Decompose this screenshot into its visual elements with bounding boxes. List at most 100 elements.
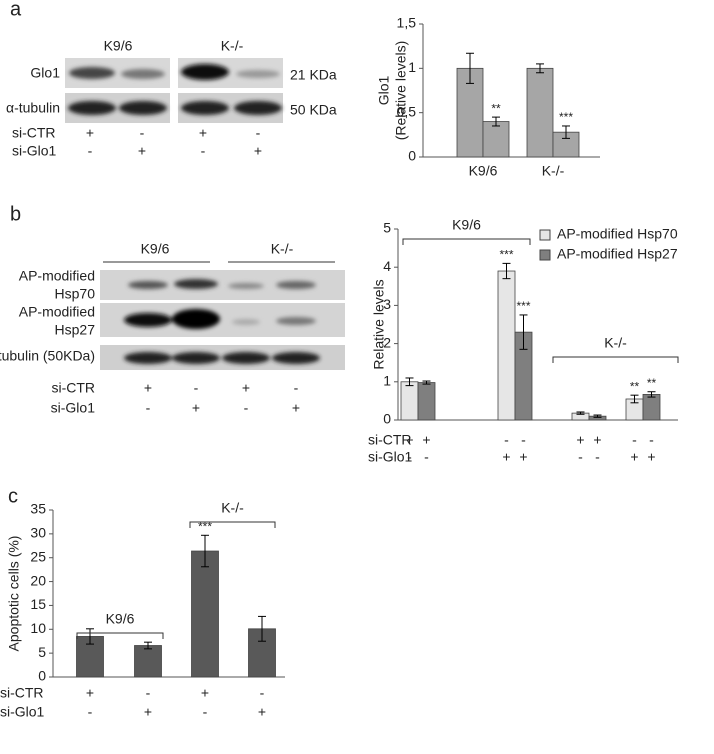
condition-sign: + <box>258 704 266 720</box>
bar <box>76 636 104 678</box>
condition-label: si-CTR <box>368 432 412 448</box>
condition-sign: - <box>194 380 199 396</box>
condition-sign: + <box>593 432 601 448</box>
bracket <box>76 632 164 639</box>
y-axis-label: Apoptotic cells (%) <box>6 536 22 652</box>
bar <box>191 550 219 678</box>
condition-sign: + <box>405 432 413 448</box>
condition-sign: + <box>86 685 94 701</box>
condition-sign: - <box>632 432 637 448</box>
row-label: Hsp27 <box>55 322 96 338</box>
condition-sign: - <box>88 704 93 720</box>
y-axis-label: Glo1 <box>376 76 392 106</box>
y-tick-label: 1,5 <box>397 15 417 31</box>
condition-label: si-Glo1 <box>368 449 413 465</box>
condition-sign: - <box>146 685 151 701</box>
condition-sign: - <box>260 685 265 701</box>
y-tick-label: 10 <box>30 620 46 636</box>
group-label: K-/- <box>271 241 294 257</box>
y-tick-label: 0 <box>408 148 416 164</box>
condition-sign: + <box>201 685 209 701</box>
condition-label: si-Glo1 <box>0 704 45 720</box>
condition-label: si-CTR <box>0 685 44 701</box>
group-label: K9/6 <box>452 217 481 233</box>
row-label: α-tubulin (50KDa) <box>0 348 95 364</box>
significance: *** <box>198 519 212 533</box>
condition-label: si-CTR <box>51 380 95 396</box>
significance: *** <box>559 110 573 124</box>
condition-sign: + <box>576 432 584 448</box>
legend-swatch <box>539 229 551 241</box>
condition-sign: + <box>519 449 527 465</box>
y-tick-label: 1 <box>408 59 416 75</box>
condition-sign: - <box>407 449 412 465</box>
significance: ** <box>630 379 640 393</box>
y-tick-label: 5 <box>38 644 46 660</box>
condition-sign: + <box>242 380 250 396</box>
panel-label: c <box>8 485 18 507</box>
condition-sign: - <box>504 432 509 448</box>
condition-sign: - <box>146 400 151 416</box>
condition-sign: + <box>144 704 152 720</box>
group-label: K-/- <box>604 335 627 351</box>
condition-sign: - <box>140 125 145 141</box>
significance: *** <box>516 299 530 313</box>
group-label: K9/6 <box>141 241 170 257</box>
condition-sign: - <box>201 143 206 159</box>
condition-sign: - <box>595 449 600 465</box>
condition-sign: - <box>424 449 429 465</box>
panel-label: b <box>10 203 21 225</box>
group-label: K-/- <box>221 38 244 54</box>
y-tick-label: 35 <box>30 501 46 517</box>
condition-sign: - <box>294 380 299 396</box>
y-axis-label: Relative levels <box>371 279 387 369</box>
condition-sign: - <box>88 143 93 159</box>
condition-sign: - <box>256 125 261 141</box>
bracket <box>402 238 531 245</box>
bar <box>497 270 516 421</box>
condition-sign: - <box>203 704 208 720</box>
size-label: 50 KDa <box>290 102 337 118</box>
condition-sign: + <box>647 449 655 465</box>
condition-sign: + <box>86 125 94 141</box>
condition-sign: + <box>630 449 638 465</box>
group-label: K-/- <box>221 500 244 516</box>
group-label: K9/6 <box>104 38 133 54</box>
y-tick-label: 20 <box>30 572 46 588</box>
panel-label: a <box>10 0 22 20</box>
y-tick-label: 5 <box>383 220 391 236</box>
y-tick-label: 2 <box>383 334 391 350</box>
group-label: K9/6 <box>106 611 135 627</box>
condition-label: si-Glo1 <box>12 143 57 159</box>
bar <box>642 394 661 421</box>
y-tick-label: 25 <box>30 548 46 564</box>
row-label: AP-modified <box>19 304 95 320</box>
y-axis-label: (Relative levels) <box>393 41 409 141</box>
y-tick-label: 1 <box>383 373 391 389</box>
condition-label: si-Glo1 <box>51 400 96 416</box>
y-tick-label: 0 <box>38 668 46 684</box>
condition-sign: - <box>521 432 526 448</box>
y-tick-label: 4 <box>383 258 391 274</box>
bar <box>417 382 436 421</box>
bracket <box>552 356 679 363</box>
bands <box>68 64 282 115</box>
bar <box>134 645 162 678</box>
legend-label: AP-modified Hsp70 <box>557 226 678 242</box>
y-tick-label: 0 <box>383 411 391 427</box>
bar <box>526 67 554 158</box>
x-tick-label: K9/6 <box>469 163 498 179</box>
row-label: Hsp70 <box>55 286 96 302</box>
significance: ** <box>491 101 501 115</box>
condition-sign: + <box>254 143 262 159</box>
condition-sign: + <box>138 143 146 159</box>
y-tick-label: 0,5 <box>397 103 417 119</box>
condition-sign: + <box>502 449 510 465</box>
bands <box>124 279 320 364</box>
x-tick-label: K-/- <box>542 163 565 179</box>
condition-sign: + <box>422 432 430 448</box>
y-tick-label: 30 <box>30 525 46 541</box>
condition-sign: + <box>292 400 300 416</box>
legend-label: AP-modified Hsp27 <box>557 246 678 262</box>
